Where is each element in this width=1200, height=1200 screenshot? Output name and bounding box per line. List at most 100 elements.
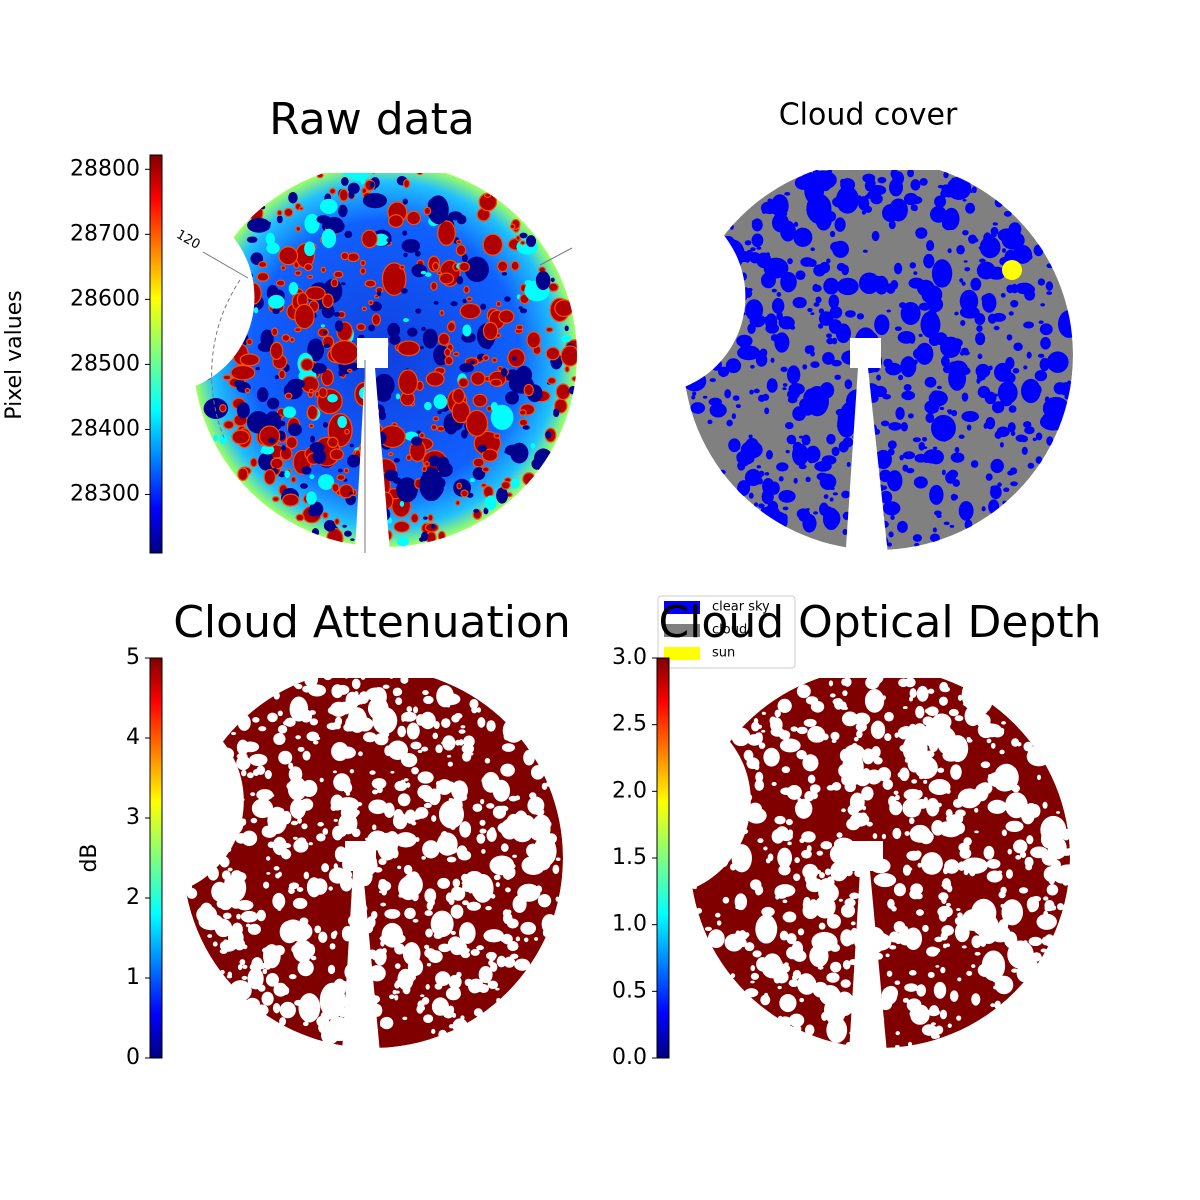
texture-blob (304, 671, 319, 688)
texture-blob (974, 951, 981, 956)
texture-blob (1024, 426, 1035, 435)
texture-blob (490, 962, 498, 972)
texture-blob (402, 198, 408, 205)
texture-blob (746, 734, 762, 746)
texture-blob (864, 205, 873, 213)
texture-blob (971, 935, 982, 949)
texture-blob (467, 978, 482, 994)
texture-blob (202, 795, 221, 816)
texture-blob (708, 397, 722, 407)
texture-blob (689, 869, 694, 873)
colorbar-tick-label: 1 (126, 965, 140, 990)
texture-blob (283, 720, 289, 726)
texture-blob (404, 836, 410, 840)
colorbar-tick-label: 28700 (70, 221, 140, 246)
texture-blob (838, 898, 843, 902)
texture-blob (241, 769, 247, 777)
texture-blob (271, 496, 280, 503)
texture-blob (438, 943, 451, 953)
texture-blob (199, 902, 214, 919)
texture-blob (777, 985, 782, 990)
texture-blob (327, 393, 338, 403)
texture-blob (260, 448, 269, 454)
texture-blob (1020, 378, 1041, 404)
texture-blob (367, 949, 378, 959)
texture-blob (887, 542, 892, 547)
texture-blob (744, 942, 755, 952)
texture-blob (332, 770, 337, 774)
texture-blob (479, 819, 486, 826)
texture-blob (353, 672, 359, 679)
texture-blob (531, 458, 544, 470)
texture-blob (997, 875, 1003, 881)
texture-blob (841, 678, 848, 686)
texture-blob (526, 843, 540, 858)
texture-blob (330, 278, 339, 288)
texture-blob (529, 792, 537, 799)
texture-blob (295, 904, 300, 908)
texture-blob (866, 470, 871, 477)
texture-blob (976, 378, 981, 384)
texture-blob (868, 1041, 879, 1053)
texture-blob (929, 206, 947, 223)
texture-blob (941, 216, 956, 231)
texture-blob (750, 980, 755, 984)
texture-blob (692, 269, 712, 283)
texture-blob (864, 879, 869, 884)
texture-blob (334, 517, 340, 526)
texture-blob (820, 841, 833, 850)
texture-blob (479, 828, 487, 834)
colorbar-tick-label: 2 (126, 885, 140, 910)
texture-blob (801, 831, 816, 843)
texture-blob (334, 716, 343, 726)
texture-blob (910, 179, 921, 191)
texture-blob (786, 434, 797, 445)
texture-blob (403, 252, 408, 258)
texture-blob (406, 706, 413, 713)
texture-blob (221, 799, 228, 805)
texture-blob (327, 964, 336, 975)
texture-blob (770, 727, 785, 737)
texture-blob (819, 180, 831, 192)
texture-blob (807, 307, 813, 313)
texture-blob (391, 848, 399, 859)
texture-blob (882, 501, 901, 516)
texture-blob (895, 1031, 900, 1036)
texture-blob (545, 326, 554, 333)
texture-blob (797, 928, 805, 936)
texture-blob (389, 994, 395, 1000)
texture-blob (326, 527, 344, 550)
texture-blob (490, 401, 498, 412)
texture-blob (888, 220, 896, 230)
texture-blob (819, 872, 825, 879)
texture-blob (779, 831, 793, 842)
texture-blob (893, 790, 899, 795)
texture-blob (854, 407, 862, 414)
texture-blob (1023, 321, 1035, 329)
texture-blob (446, 321, 456, 333)
texture-blob (824, 868, 831, 876)
texture-blob (338, 188, 349, 202)
texture-blob (465, 409, 489, 437)
texture-blob (1041, 936, 1052, 946)
texture-blob (894, 936, 903, 944)
texture-blob (277, 906, 282, 911)
texture-blob (845, 179, 852, 186)
texture-blob (425, 928, 433, 938)
texture-blob (1026, 835, 1034, 845)
texture-blob (1040, 303, 1046, 307)
texture-blob (774, 970, 789, 984)
texture-blob (367, 416, 375, 424)
texture-blob (840, 178, 846, 185)
texture-blob (526, 331, 541, 349)
texture-blob (397, 865, 402, 870)
texture-blob (311, 363, 327, 374)
texture-blob (384, 469, 399, 482)
texture-blob (897, 331, 916, 344)
texture-blob (931, 713, 952, 731)
texture-blob (431, 1028, 436, 1034)
texture-blob (1008, 311, 1014, 316)
texture-blob (504, 296, 511, 302)
texture-blob (456, 239, 462, 245)
